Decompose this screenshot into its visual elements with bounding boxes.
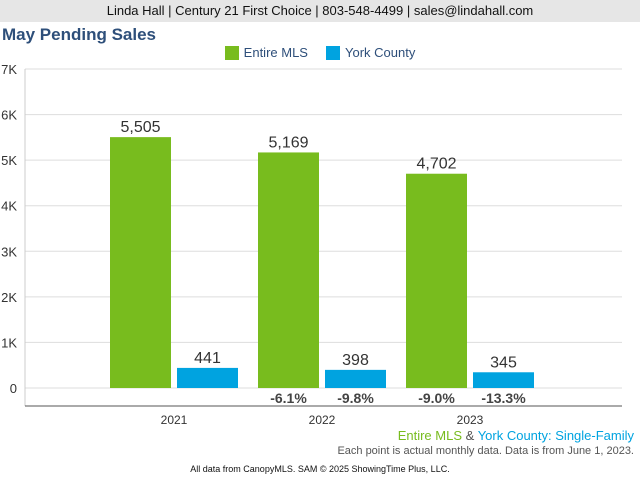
y-tick-label-7: 7K (1, 62, 17, 77)
pct-change-york-county-2022: -9.8% (337, 390, 374, 406)
x-tick-label-2021: 2021 (161, 413, 188, 427)
legend-swatch-entire-mls (224, 45, 239, 60)
pct-change-york-county-2023: -13.3% (481, 390, 526, 406)
footer-series-amp: & (462, 428, 478, 443)
chart-legend: Entire MLS York County (0, 45, 640, 60)
footer-series-york: York County (477, 428, 549, 443)
legend-item-york-county[interactable]: York County (325, 45, 416, 60)
legend-swatch-york-county (325, 45, 340, 60)
bar-york-county-2022 (325, 369, 386, 388)
data-label-york-county-2022: 398 (342, 352, 369, 369)
x-tick-label-2023: 2023 (457, 413, 484, 427)
data-label-york-county-2021: 441 (194, 350, 221, 367)
pct-change-entire-mls-2023: -9.0% (418, 390, 455, 406)
footer-source: All data from CanopyMLS. SAM © 2025 Show… (190, 464, 450, 474)
x-tick-label-2022: 2022 (309, 413, 336, 427)
y-tick-label-4: 4K (1, 199, 17, 214)
footer-note: Each point is actual monthly data. Data … (337, 445, 634, 457)
legend-label-york-county: York County (344, 45, 416, 60)
data-label-entire-mls-2022: 5,169 (268, 134, 308, 151)
footer-series-caption: Entire MLS & York County: Single-Family (398, 428, 634, 443)
pct-change-entire-mls-2022: -6.1% (270, 390, 307, 406)
bar-entire-mls-2021 (110, 137, 171, 388)
bar-entire-mls-2023 (406, 173, 467, 388)
y-tick-label-3: 3K (1, 244, 17, 259)
y-tick-label-1: 1K (1, 335, 17, 350)
bar-entire-mls-2022 (258, 152, 319, 388)
y-tick-label-2: 2K (1, 290, 17, 305)
bar-york-county-2021 (177, 367, 238, 388)
data-label-entire-mls-2021: 5,505 (120, 119, 160, 136)
data-label-entire-mls-2023: 4,702 (416, 156, 456, 173)
y-tick-label-6: 6K (1, 108, 17, 123)
contact-header: Linda Hall | Century 21 First Choice | 8… (0, 0, 640, 22)
footer-series-entire: Entire MLS (397, 428, 463, 443)
y-tick-label-0: 0 (10, 381, 17, 396)
bar-york-county-2023 (473, 372, 534, 388)
legend-item-entire-mls[interactable]: Entire MLS (224, 45, 308, 60)
legend-label-entire-mls: Entire MLS (243, 45, 308, 60)
chart-title: May Pending Sales (2, 25, 156, 44)
y-tick-label-5: 5K (1, 153, 17, 168)
footer-series-suffix: : Single-Family (548, 428, 634, 443)
data-label-york-county-2023: 345 (490, 354, 517, 371)
